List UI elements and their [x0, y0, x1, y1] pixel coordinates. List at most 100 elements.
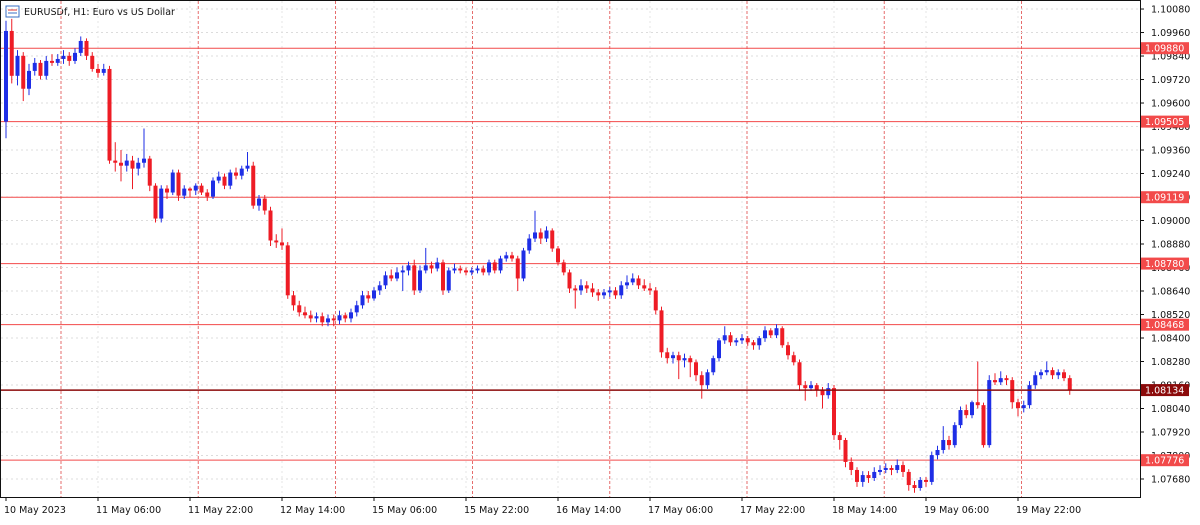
- y-tick-label: 1.09720: [1151, 75, 1190, 86]
- candle-body: [245, 165, 250, 169]
- candle-body: [625, 282, 629, 286]
- candle-body: [1039, 372, 1043, 376]
- candle-body: [124, 160, 129, 166]
- candle-body: [860, 475, 865, 482]
- candle-body: [423, 265, 428, 271]
- candle-body: [464, 270, 468, 273]
- candle-body: [32, 62, 37, 71]
- candle-body: [469, 270, 474, 273]
- candle-body: [947, 440, 951, 446]
- candle-body: [205, 192, 210, 197]
- candle-body: [1056, 372, 1061, 376]
- x-tick-label: 10 May 2023: [4, 505, 66, 516]
- candle-body: [498, 258, 503, 271]
- candle-body: [418, 270, 422, 291]
- candle-body: [73, 52, 77, 61]
- candle-body: [239, 168, 244, 176]
- candle-body: [9, 30, 14, 76]
- y-tick-label: 1.10080: [1151, 5, 1190, 16]
- level-label: 1.09880: [1145, 44, 1184, 55]
- candle-body: [671, 355, 675, 359]
- candle-body: [400, 270, 405, 273]
- candle-body: [96, 68, 100, 73]
- level-label-box: [1141, 191, 1189, 204]
- candle-body: [234, 172, 238, 176]
- level-label-box: [1141, 115, 1189, 128]
- candle-body: [354, 305, 359, 313]
- candle-body: [1004, 378, 1009, 381]
- candle-body: [193, 185, 198, 191]
- candle-body: [694, 362, 698, 376]
- candle-body: [964, 410, 969, 416]
- candle-body: [970, 402, 974, 416]
- candle-body: [883, 468, 888, 470]
- candle-body: [510, 255, 514, 259]
- level-label: 1.08780: [1145, 259, 1184, 270]
- candle-body: [377, 285, 382, 291]
- candle-body: [280, 242, 284, 246]
- candle-body: [538, 232, 543, 239]
- candle-body: [952, 425, 957, 446]
- candle-body: [912, 485, 917, 488]
- y-tick-label: 1.08400: [1151, 333, 1190, 344]
- candle-body: [251, 165, 256, 206]
- candle-body: [504, 255, 509, 259]
- x-tick-label: 11 May 22:00: [188, 505, 253, 516]
- candle-body: [15, 55, 20, 76]
- candle-body: [130, 160, 135, 169]
- candle-body: [113, 160, 118, 163]
- chart-title: EURUSDf, H1: Euro vs US Dollar: [24, 7, 175, 18]
- candle-body: [199, 185, 204, 193]
- candle-body: [820, 390, 825, 396]
- candle-body: [4, 30, 8, 122]
- candle-body: [487, 262, 491, 273]
- candle-body: [653, 290, 658, 311]
- candle-body: [527, 238, 532, 251]
- candle-body: [147, 158, 152, 186]
- candle-body: [751, 342, 756, 346]
- candle-body: [349, 312, 353, 319]
- candle-body: [412, 265, 417, 291]
- x-tick-label: 18 May 14:00: [832, 505, 897, 516]
- candle-body: [372, 290, 376, 299]
- candle-body: [826, 388, 831, 396]
- candle-body: [533, 232, 537, 239]
- candle-body: [688, 358, 693, 363]
- level-label: 1.09505: [1145, 117, 1184, 128]
- candle-body: [84, 40, 89, 56]
- candle-body: [924, 479, 928, 482]
- candle-body: [441, 262, 445, 291]
- candle-body: [159, 188, 164, 219]
- candle-body: [832, 388, 836, 436]
- candle-body: [406, 265, 411, 271]
- candle-body: [38, 62, 43, 76]
- candle-body: [791, 355, 796, 363]
- y-tick-label: 1.09360: [1151, 146, 1190, 157]
- candle-body: [326, 318, 330, 323]
- candle-body: [613, 290, 618, 296]
- candle-body: [993, 380, 997, 383]
- y-tick-label: 1.09000: [1151, 216, 1190, 227]
- candle-body: [676, 355, 681, 361]
- y-tick-label: 1.07920: [1151, 427, 1190, 438]
- candle-body: [78, 40, 83, 53]
- y-tick-label: 1.09240: [1151, 169, 1190, 180]
- candle-body: [705, 372, 710, 386]
- candle-body: [366, 295, 371, 299]
- y-tick-label: 1.08880: [1151, 240, 1190, 251]
- candle-body: [803, 385, 808, 389]
- candle-body: [182, 188, 187, 196]
- y-tick-label: 1.09960: [1151, 28, 1190, 39]
- candle-body: [929, 455, 934, 482]
- candle-body: [1050, 370, 1055, 376]
- candle-body: [395, 272, 399, 279]
- candle-body: [170, 172, 175, 193]
- level-label-box: [1141, 42, 1189, 55]
- candle-body: [429, 265, 434, 269]
- candle-body: [550, 230, 555, 249]
- level-label-box: [1141, 454, 1189, 467]
- candle-body: [906, 471, 911, 486]
- candle-body: [780, 328, 785, 346]
- candle-body: [682, 358, 687, 361]
- x-tick-label: 15 May 06:00: [372, 505, 437, 516]
